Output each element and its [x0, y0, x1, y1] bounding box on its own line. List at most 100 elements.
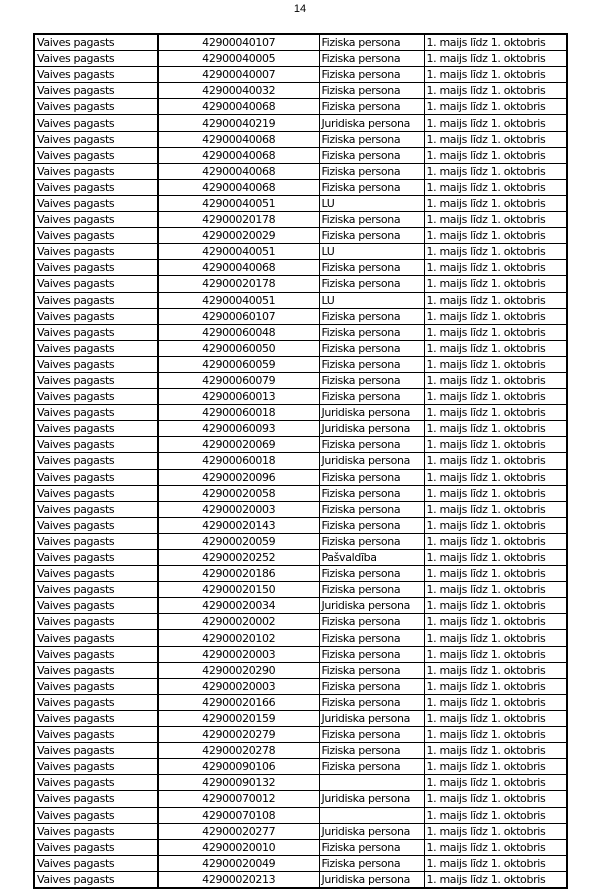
cadastral-number-cell: 42900020058 — [157, 484, 320, 502]
cadastral-number-cell: 42900020059 — [157, 532, 320, 551]
parish-cell: Vaives pagasts — [33, 758, 159, 776]
owner-type-cell: Fiziska persona — [318, 532, 425, 551]
period-cell: 1. maijs līdz 1. oktobris — [423, 565, 568, 583]
table-row: Vaives pagasts 42900020069 Fiziska persona… — [33, 436, 568, 454]
parish-cell: Vaives pagasts — [33, 82, 159, 100]
table-row: Vaives pagasts 42900020150 Fiziska persona… — [33, 581, 568, 599]
period-cell: 1. maijs līdz 1. oktobris — [423, 227, 568, 245]
table-row: Vaives pagasts 42900040068 Fiziska persona… — [33, 130, 568, 148]
owner-type-cell: Juridiska persona — [318, 870, 425, 889]
cadastral-number-cell: 42900020034 — [157, 597, 320, 615]
period-cell: 1. maijs līdz 1. oktobris — [423, 597, 568, 615]
cadastral-number-cell: 42900020003 — [157, 645, 320, 663]
parish-cell: Vaives pagasts — [33, 548, 159, 567]
owner-type-cell: Fiziska persona — [318, 307, 425, 325]
owner-type-cell: Pašvaldība — [318, 548, 425, 567]
parish-cell: Vaives pagasts — [33, 677, 159, 695]
cadastral-number-cell: 42900040068 — [157, 178, 320, 196]
cadastral-number-cell: 42900040005 — [157, 50, 320, 68]
owner-type-cell: Juridiska persona — [318, 822, 425, 840]
parish-cell: Vaives pagasts — [33, 275, 159, 293]
cadastral-number-cell: 42900040051 — [157, 291, 320, 309]
period-cell: 1. maijs līdz 1. oktobris — [423, 484, 568, 502]
owner-type-cell: Fiziska persona — [318, 629, 425, 647]
cadastral-number-cell: 42900020178 — [157, 211, 320, 229]
parish-cell: Vaives pagasts — [33, 436, 159, 454]
table-row: Vaives pagasts 42900020096 Fiziska persona… — [33, 468, 568, 486]
parish-cell: Vaives pagasts — [33, 629, 159, 647]
parish-cell: Vaives pagasts — [33, 162, 159, 180]
owner-type-cell: Fiziska persona — [318, 758, 425, 776]
period-cell: 1. maijs līdz 1. oktobris — [423, 661, 568, 679]
parish-cell: Vaives pagasts — [33, 854, 159, 872]
owner-type-cell: Fiziska persona — [318, 388, 425, 406]
owner-type-cell: LU — [318, 291, 425, 309]
cadastral-number-cell: 42900020102 — [157, 629, 320, 647]
owner-type-cell: LU — [318, 243, 425, 261]
period-cell: 1. maijs līdz 1. oktobris — [423, 838, 568, 856]
period-cell: 1. maijs līdz 1. oktobris — [423, 243, 568, 261]
table-row: Vaives pagasts 42900090106 Fiziska persona… — [33, 758, 568, 776]
cadastral-number-cell: 42900060079 — [157, 371, 320, 390]
table-row: Vaives pagasts 42900060093 Juridiska perso… — [33, 420, 568, 438]
owner-type-cell: Fiziska persona — [318, 371, 425, 390]
owner-type-cell: Fiziska persona — [318, 693, 425, 711]
table-row: Vaives pagasts 42900090132 1. maijs līdz 1… — [33, 774, 568, 792]
owner-type-cell: Fiziska persona — [318, 468, 425, 486]
period-cell: 1. maijs līdz 1. oktobris — [423, 339, 568, 357]
cadastral-number-cell: 42900020159 — [157, 709, 320, 728]
cadastral-number-cell: 42900040219 — [157, 114, 320, 132]
parish-cell: Vaives pagasts — [33, 742, 159, 760]
parish-cell: Vaives pagasts — [33, 709, 159, 728]
cadastral-number-cell: 42900020166 — [157, 693, 320, 711]
table-row: Vaives pagasts 42900020277 Juridiska perso… — [33, 822, 568, 840]
cadastral-number-cell: 42900040051 — [157, 243, 320, 261]
owner-type-cell: Fiziska persona — [318, 130, 425, 148]
owner-type-cell: Fiziska persona — [318, 275, 425, 293]
table-row: Vaives pagasts 42900020178 Fiziska persona… — [33, 211, 568, 229]
period-cell: 1. maijs līdz 1. oktobris — [423, 742, 568, 760]
parish-cell: Vaives pagasts — [33, 211, 159, 229]
cadastral-number-cell: 42900040107 — [157, 33, 320, 52]
owner-type-cell: Fiziska persona — [318, 211, 425, 229]
period-cell: 1. maijs līdz 1. oktobris — [423, 500, 568, 518]
cadastral-number-cell: 42900020143 — [157, 516, 320, 534]
owner-type-cell: Fiziska persona — [318, 259, 425, 277]
cadastral-number-cell: 42900020069 — [157, 436, 320, 454]
table-row: Vaives pagasts 42900020279 Fiziska persona… — [33, 726, 568, 744]
table-row: Vaives pagasts 42900020143 Fiziska persona… — [33, 516, 568, 534]
parish-cell: Vaives pagasts — [33, 371, 159, 390]
page-number: 14 — [293, 3, 307, 15]
table-row: Vaives pagasts 42900040107 Fiziska persona… — [33, 33, 568, 52]
parish-cell: Vaives pagasts — [33, 259, 159, 277]
period-cell: 1. maijs līdz 1. oktobris — [423, 532, 568, 551]
cadastral-number-cell: 42900060050 — [157, 339, 320, 357]
cadastral-number-cell: 42900040068 — [157, 162, 320, 180]
table-row: Vaives pagasts 42900020002 Fiziska persona… — [33, 613, 568, 631]
owner-type-cell: Fiziska persona — [318, 33, 425, 52]
parish-cell: Vaives pagasts — [33, 420, 159, 438]
table-row: Vaives pagasts 42900060018 Juridiska perso… — [33, 404, 568, 422]
parish-cell: Vaives pagasts — [33, 194, 159, 213]
owner-type-cell: Juridiska persona — [318, 709, 425, 728]
parish-cell: Vaives pagasts — [33, 33, 159, 52]
cadastral-number-cell: 42900060013 — [157, 388, 320, 406]
owner-type-cell: Fiziska persona — [318, 98, 425, 116]
table-row: Vaives pagasts 42900020159 Juridiska perso… — [33, 709, 568, 728]
owner-type-cell: Juridiska persona — [318, 114, 425, 132]
cadastral-number-cell: 42900070012 — [157, 790, 320, 808]
parish-cell: Vaives pagasts — [33, 790, 159, 808]
owner-type-cell: Fiziska persona — [318, 500, 425, 518]
parish-cell: Vaives pagasts — [33, 243, 159, 261]
parish-cell: Vaives pagasts — [33, 597, 159, 615]
parish-cell: Vaives pagasts — [33, 339, 159, 357]
cadastral-number-cell: 42900090106 — [157, 758, 320, 776]
period-cell: 1. maijs līdz 1. oktobris — [423, 790, 568, 808]
cadastral-number-cell: 42900060018 — [157, 404, 320, 422]
parish-cell: Vaives pagasts — [33, 645, 159, 663]
parish-cell: Vaives pagasts — [33, 307, 159, 325]
cadastral-number-cell: 42900060059 — [157, 355, 320, 373]
cadastral-number-cell: 42900020279 — [157, 726, 320, 744]
table-row: Vaives pagasts 42900040032 Fiziska persona… — [33, 82, 568, 100]
cadastral-number-cell: 42900060018 — [157, 452, 320, 470]
